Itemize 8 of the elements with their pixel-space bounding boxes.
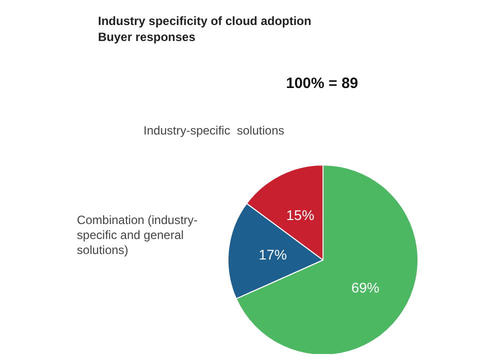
data-label: 17% — [258, 246, 287, 263]
data-label: 69% — [351, 279, 380, 296]
data-label: 15% — [286, 206, 314, 223]
slice-label: Industry-specific solutions — [144, 124, 284, 138]
chart-subtitle: Buyer responses — [98, 30, 196, 44]
text: 100% = 89 — [286, 75, 358, 92]
chart-title: Industry specificity of cloud adoption — [98, 14, 312, 28]
slice-label: Combination (industry- specific and general solutions) — [76, 213, 198, 258]
